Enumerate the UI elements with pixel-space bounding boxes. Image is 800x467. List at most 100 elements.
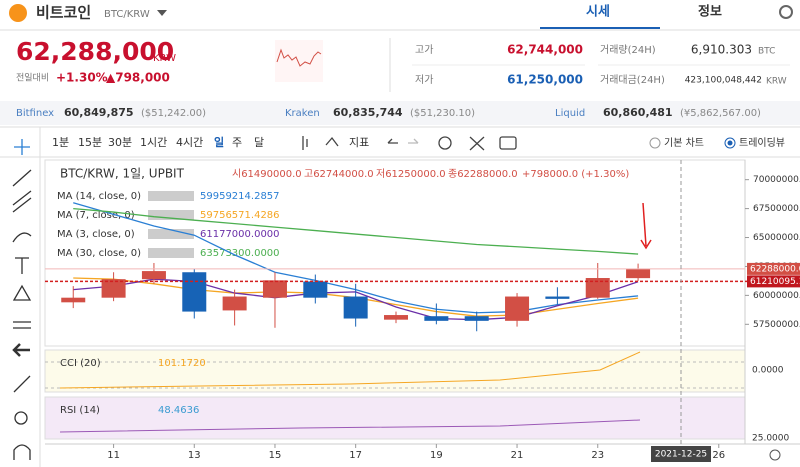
- x-tick-label: 23: [591, 450, 604, 461]
- high-label: 고가: [415, 44, 433, 56]
- x-tick-label: 17: [349, 450, 362, 461]
- candle-body: [61, 297, 86, 303]
- currency: KRW: [153, 53, 176, 64]
- ma-buttons[interactable]: [148, 191, 194, 201]
- price-tag: [747, 262, 800, 275]
- candle-body: [545, 296, 570, 299]
- x-tick-label: 13: [188, 450, 201, 461]
- candle-body: [262, 280, 287, 298]
- candle-body: [222, 296, 247, 311]
- value: 423,100,048,442: [685, 76, 762, 86]
- volume: 6,910.303: [691, 43, 752, 57]
- radio-dot: [727, 140, 733, 146]
- candle-body: [303, 281, 328, 298]
- rsi-pane: [44, 396, 746, 440]
- low: 61,250,000: [507, 73, 583, 87]
- change-amt: ▲798,000: [106, 71, 170, 85]
- cursor-date: 2021-12-25: [655, 450, 707, 460]
- interval[interactable]: 1분: [52, 136, 69, 149]
- exchange-name: Kraken: [285, 108, 320, 119]
- ma-name: MA (3, close, 0): [57, 229, 135, 240]
- interval[interactable]: 30분: [108, 136, 132, 149]
- cursor-tag: [651, 446, 711, 462]
- value-label: 거래대금(24H): [600, 74, 665, 86]
- exchange-price: 60,835,744: [333, 106, 403, 119]
- cci-name: CCI (20): [60, 358, 101, 369]
- ohlc: 저61250000.0: [376, 168, 446, 180]
- ma-buttons[interactable]: [148, 248, 194, 258]
- exchange-usd: (¥5,862,567.00): [680, 108, 761, 119]
- settings[interactable]: [769, 449, 781, 461]
- candle-body: [464, 316, 489, 321]
- ma-name: MA (30, close, 0): [57, 248, 141, 259]
- rsi-value: 48.4636: [158, 405, 199, 416]
- radio[interactable]: [724, 137, 736, 149]
- candle-body: [182, 272, 207, 312]
- interval[interactable]: 달: [254, 136, 264, 149]
- interval[interactable]: 1시간: [140, 136, 167, 149]
- radio[interactable]: [649, 137, 661, 149]
- ma-buttons[interactable]: [148, 229, 194, 239]
- ma-name: MA (14, close, 0): [57, 191, 141, 202]
- candle-body: [343, 296, 368, 319]
- tab[interactable]: 정보: [698, 4, 722, 20]
- coin-icon: [9, 4, 27, 22]
- cci-value: 101.1720: [158, 358, 206, 369]
- price-tag-label: 61210095.1: [750, 277, 800, 287]
- tool-icons[interactable]: [302, 136, 517, 151]
- settings[interactable]: [779, 5, 793, 19]
- ma-line: [73, 207, 639, 255]
- sparkline: [276, 48, 322, 67]
- ohlc: 종62288000.0: [448, 168, 518, 180]
- cci-tick: 0.0000: [752, 366, 784, 376]
- candle-body: [424, 316, 449, 321]
- exchange-price: 60,849,875: [64, 106, 134, 119]
- ohlc: 고62744000.0: [304, 169, 374, 180]
- indicator[interactable]: 지표: [349, 136, 369, 149]
- price-tag-label: 62288000.0: [750, 264, 800, 274]
- ma-name: MA (7, close, 0): [57, 210, 135, 221]
- tab[interactable]: 시세: [586, 5, 610, 20]
- candle-body: [626, 268, 651, 279]
- y-tick-label: 57500000.0: [753, 320, 800, 330]
- x-tick-label: 19: [430, 450, 443, 461]
- y-tick-label: 70000000.0: [753, 175, 800, 185]
- interval[interactable]: 주: [232, 136, 242, 149]
- exchange-price: 60,860,481: [603, 106, 673, 119]
- price: 62,288,000: [16, 37, 174, 66]
- volume-unit: BTC: [758, 47, 775, 57]
- interval[interactable]: 일: [214, 135, 224, 149]
- exchange-name: Bitfinex: [16, 108, 54, 119]
- pair: BTC/KRW: [104, 9, 150, 20]
- interval[interactable]: 4시간: [176, 136, 203, 149]
- ma-value: 59756571.4286: [200, 210, 280, 221]
- x-tick-label: 15: [269, 450, 282, 461]
- change-label: 전일대비: [16, 73, 49, 84]
- chart-mode[interactable]: 트레이딩뷰: [739, 137, 785, 149]
- change-pct: +1.30%: [56, 71, 108, 85]
- ma-buttons[interactable]: [148, 210, 194, 220]
- ma-value: 63573300.0000: [200, 248, 280, 259]
- exchange-usd: ($51,242.00): [141, 108, 206, 119]
- rsi-name: RSI (14): [60, 405, 100, 416]
- dropdown[interactable]: [157, 10, 167, 16]
- y-tick-label: 65000000.0: [753, 233, 800, 243]
- price-tag: [747, 275, 800, 288]
- ma-value: 59959214.2857: [200, 191, 280, 202]
- x-tick-label: 21: [511, 450, 524, 461]
- candle-body: [101, 279, 126, 298]
- candle-body: [505, 296, 530, 321]
- chart-mode[interactable]: 기본 차트: [664, 137, 704, 149]
- interval[interactable]: 15분: [78, 136, 102, 149]
- side-tools[interactable]: [12, 139, 32, 460]
- y-tick-label: 60000000.0: [753, 291, 800, 301]
- exchange-bar: [0, 101, 800, 125]
- rsi-line: [59, 419, 641, 433]
- ma-value: 61177000.0000: [200, 229, 280, 240]
- candle-body: [585, 278, 610, 298]
- exchange-usd: ($51,230.10): [410, 108, 475, 119]
- annotation-arrow: [640, 202, 652, 250]
- high: 62,744,000: [507, 43, 583, 57]
- value-unit: KRW: [766, 77, 787, 87]
